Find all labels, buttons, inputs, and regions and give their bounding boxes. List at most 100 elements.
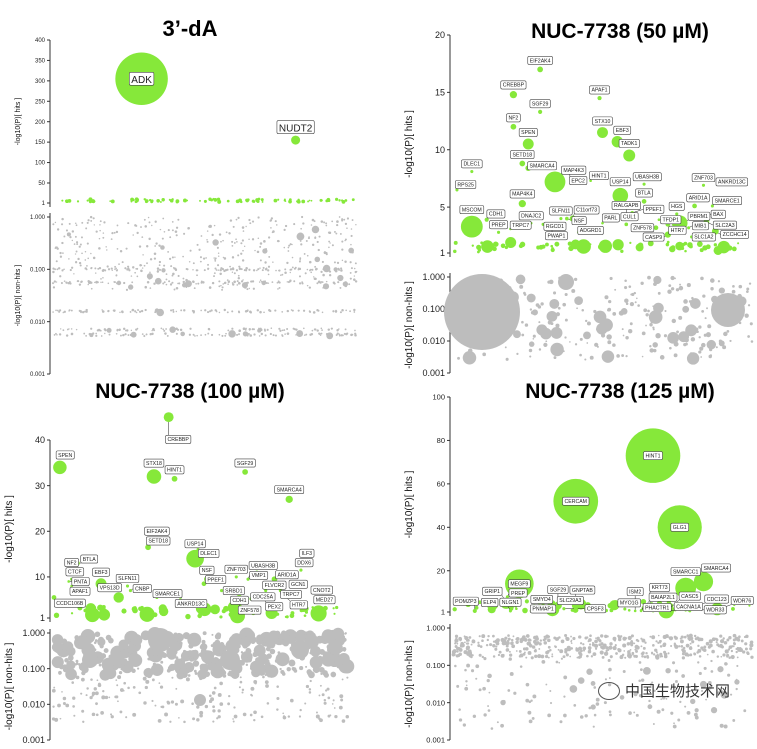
- gene-label: ILF3: [299, 548, 315, 558]
- gene-label: BAX: [710, 209, 726, 219]
- nonhit-point: [106, 249, 108, 251]
- gene-label-text: USP14: [187, 542, 204, 548]
- nonhit-point: [218, 648, 224, 654]
- nonhit-point: [565, 637, 570, 642]
- gene-label-box: [571, 216, 587, 226]
- nonhit-point: [492, 643, 496, 648]
- nonhit-point: [496, 721, 499, 724]
- hit-point: [642, 182, 646, 186]
- gene-label-box: [482, 586, 503, 596]
- nonhit-point: [127, 265, 130, 268]
- gene-label: PPEF1: [205, 575, 227, 584]
- gene-label-text: CASC5: [681, 594, 698, 600]
- nonhit-point: [129, 333, 133, 337]
- nonhit-point: [95, 702, 98, 706]
- nonhit-point: [671, 318, 677, 324]
- nonhit-point: [137, 309, 140, 311]
- hit-point: [470, 169, 474, 174]
- nonhit-point: [178, 282, 181, 285]
- hit-point: [158, 606, 169, 617]
- nonhit-point: [224, 334, 227, 337]
- nonhit-point: [719, 723, 724, 728]
- nonhit-point: [653, 275, 662, 285]
- nonhit-point: [212, 657, 219, 664]
- nonhit-point: [236, 675, 239, 678]
- nonhit-point: [235, 269, 239, 272]
- nonhit-point: [553, 291, 557, 295]
- nonhit-point: [298, 715, 302, 718]
- nonhit-point: [477, 644, 481, 648]
- hit-point: [344, 199, 348, 202]
- nonhit-point: [575, 647, 578, 650]
- nonhit-point: [648, 310, 663, 324]
- nonhit-point: [153, 252, 157, 256]
- nonhit-point: [151, 332, 154, 336]
- nonhit-point: [458, 652, 462, 657]
- nonhit-point: [118, 670, 123, 675]
- nonhit-point: [506, 641, 510, 645]
- nonhit-point: [619, 695, 625, 700]
- hit-point: [537, 66, 543, 73]
- nonhit-point: [161, 268, 166, 273]
- nonhit-point: [320, 270, 323, 274]
- nonhit-point: [684, 652, 689, 657]
- nonhit-point: [325, 267, 328, 270]
- gene-label-text: SGF29: [532, 101, 549, 107]
- nonhit-point: [325, 332, 329, 336]
- nonhit-point: [693, 712, 698, 717]
- nonhit-point: [574, 296, 583, 306]
- nonhit-point: [708, 639, 713, 644]
- hit-point: [201, 581, 207, 587]
- nonhit-point: [454, 664, 457, 668]
- nonhit-point: [59, 251, 62, 255]
- nonhit-point: [175, 287, 179, 290]
- nonhit-point: [204, 309, 207, 312]
- gene-label: ZNF703: [691, 173, 716, 183]
- hit-point: [748, 604, 751, 607]
- nonhit-point: [309, 269, 311, 272]
- y-tick-label: 1: [42, 201, 46, 207]
- nonhit-point: [631, 651, 635, 655]
- gene-label: GCN1: [288, 579, 308, 589]
- nonhit-point: [507, 634, 510, 637]
- nonhit-point: [228, 232, 231, 235]
- nonhit-point: [92, 332, 95, 335]
- hit-point: [132, 607, 138, 614]
- gene-label-box: [53, 598, 86, 608]
- hit-point: [620, 249, 624, 253]
- nonhit-point: [69, 236, 72, 239]
- gene-label-box: [459, 205, 485, 214]
- gene-label-text: DNAJC2: [521, 214, 541, 220]
- nonhit-point: [178, 643, 182, 647]
- nonhit-point: [72, 705, 75, 708]
- nonhit-point: [287, 250, 290, 252]
- nonhit-point: [80, 677, 85, 682]
- nonhit-point: [231, 267, 235, 270]
- gene-label-text: ISM2: [629, 589, 641, 595]
- nonhit-point: [104, 664, 110, 670]
- hit-point: [54, 613, 58, 617]
- nonhit-point: [339, 232, 342, 235]
- nonhit-point: [208, 328, 211, 331]
- nonhit-point: [726, 329, 730, 333]
- gene-label: MYO1G: [617, 598, 641, 608]
- nonhit-point: [249, 713, 253, 717]
- nonhit-point: [571, 288, 576, 293]
- nonhit-point: [259, 279, 262, 281]
- nonhit-point: [130, 275, 133, 277]
- nonhit-point: [569, 655, 572, 658]
- nonhit-point: [511, 644, 516, 649]
- nonhit-point: [685, 643, 690, 648]
- nonhit-point: [86, 221, 89, 224]
- gene-label: ARID1A: [686, 193, 710, 203]
- nonhit-point: [487, 709, 491, 712]
- nonhit-point: [141, 236, 144, 239]
- gene-label: PARL: [601, 213, 620, 223]
- gene-label-box: [691, 173, 716, 183]
- nonhit-point: [457, 356, 460, 360]
- nonhit-point: [465, 684, 468, 687]
- gene-label-box: [530, 595, 554, 604]
- gene-label-box: [146, 536, 171, 546]
- y-axis-label: -log10(P)[ non-hits ]: [4, 642, 15, 730]
- nonhit-point: [665, 635, 669, 638]
